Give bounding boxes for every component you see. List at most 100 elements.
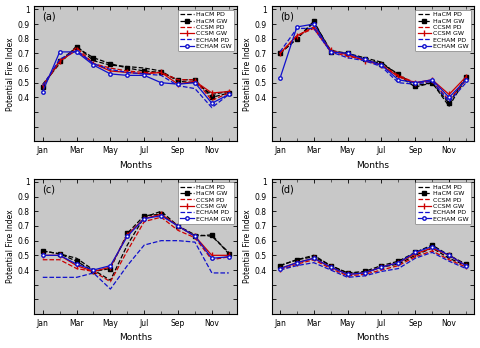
CCSM GW	[108, 69, 113, 73]
CCSM PD	[226, 91, 232, 95]
CCSM PD	[379, 63, 384, 67]
CCSM PD	[226, 255, 232, 259]
ECHAM GW	[209, 101, 215, 105]
ECHAM GW	[429, 244, 435, 248]
ECHAM PD	[74, 275, 80, 279]
ECHAM PD	[192, 87, 198, 91]
HaCM GW	[175, 78, 181, 82]
HaCM GW	[311, 19, 317, 23]
CCSM PD	[277, 268, 283, 272]
HaCM GW	[361, 57, 367, 61]
ECHAM PD	[57, 57, 62, 61]
ECHAM PD	[175, 84, 181, 88]
ECHAM GW	[175, 82, 181, 86]
Line: HaCM GW: HaCM GW	[278, 19, 468, 105]
CCSM PD	[446, 258, 452, 262]
Line: HaCM GW: HaCM GW	[41, 46, 230, 99]
CCSM PD	[57, 60, 62, 64]
HaCM GW	[57, 58, 62, 63]
Line: ECHAM PD: ECHAM PD	[43, 50, 229, 108]
Line: CCSM PD: CCSM PD	[280, 29, 466, 100]
HaCM GW	[345, 51, 350, 55]
HaCM PD	[40, 82, 46, 86]
CCSM GW	[429, 78, 435, 82]
HaCM PD	[361, 56, 367, 60]
HaCM PD	[209, 234, 215, 238]
CCSM PD	[108, 66, 113, 70]
HaCM PD	[108, 63, 113, 67]
CCSM GW	[192, 79, 198, 83]
Line: ECHAM GW: ECHAM GW	[278, 22, 468, 99]
HaCM PD	[328, 263, 334, 268]
Line: CCSM PD: CCSM PD	[280, 251, 466, 276]
ECHAM GW	[209, 256, 215, 260]
ECHAM PD	[311, 26, 317, 31]
CCSM PD	[192, 78, 198, 82]
ECHAM PD	[446, 259, 452, 263]
HaCM GW	[345, 271, 350, 275]
ECHAM PD	[175, 239, 181, 243]
HaCM GW	[40, 85, 46, 89]
HaCM GW	[311, 255, 317, 259]
Text: (b): (b)	[280, 12, 294, 22]
CCSM GW	[294, 34, 300, 38]
CCSM PD	[463, 78, 469, 82]
CCSM PD	[412, 81, 418, 85]
CCSM PD	[412, 255, 418, 259]
ECHAM GW	[108, 263, 113, 268]
ECHAM PD	[361, 274, 367, 278]
CCSM GW	[74, 48, 80, 53]
HaCM GW	[396, 259, 401, 263]
HaCM PD	[124, 243, 130, 247]
ECHAM GW	[226, 255, 232, 259]
CCSM GW	[91, 269, 96, 274]
HaCM GW	[277, 51, 283, 55]
HaCM PD	[226, 89, 232, 94]
CCSM GW	[158, 212, 164, 216]
HaCM PD	[311, 253, 317, 258]
HaCM GW	[175, 224, 181, 228]
HaCM GW	[158, 212, 164, 216]
HaCM GW	[328, 263, 334, 268]
Y-axis label: Potential Fire Index: Potential Fire Index	[243, 37, 252, 111]
Line: HaCM PD: HaCM PD	[43, 46, 229, 94]
CCSM PD	[192, 236, 198, 240]
HaCM PD	[446, 104, 452, 108]
HaCM PD	[379, 265, 384, 269]
ECHAM PD	[446, 100, 452, 104]
CCSM GW	[328, 48, 334, 53]
HaCM GW	[108, 62, 113, 66]
HaCM GW	[226, 252, 232, 256]
HaCM PD	[175, 79, 181, 83]
ECHAM GW	[345, 272, 350, 277]
ECHAM GW	[158, 214, 164, 218]
HaCM PD	[40, 249, 46, 253]
ECHAM GW	[446, 253, 452, 258]
HaCM PD	[294, 37, 300, 41]
ECHAM GW	[277, 76, 283, 80]
ECHAM GW	[74, 50, 80, 54]
HaCM GW	[91, 56, 96, 60]
CCSM GW	[446, 92, 452, 96]
HaCM PD	[91, 268, 96, 272]
ECHAM GW	[192, 234, 198, 238]
ECHAM GW	[463, 263, 469, 268]
ECHAM GW	[429, 78, 435, 82]
ECHAM GW	[192, 81, 198, 85]
CCSM GW	[209, 253, 215, 258]
ECHAM PD	[463, 267, 469, 271]
ECHAM PD	[294, 263, 300, 268]
ECHAM GW	[311, 256, 317, 260]
CCSM PD	[74, 267, 80, 271]
HaCM GW	[429, 243, 435, 247]
Y-axis label: Potential Fire Index: Potential Fire Index	[243, 210, 252, 283]
Legend: HaCM PD, HaCM GW, CCSM PD, CCSM GW, ECHAM PD, ECHAM GW: HaCM PD, HaCM GW, CCSM PD, CCSM GW, ECHA…	[178, 9, 234, 52]
CCSM GW	[311, 25, 317, 29]
ECHAM PD	[429, 250, 435, 254]
ECHAM GW	[74, 262, 80, 266]
CCSM GW	[345, 53, 350, 57]
CCSM PD	[311, 258, 317, 262]
ECHAM GW	[294, 261, 300, 265]
Line: ECHAM GW: ECHAM GW	[41, 214, 230, 272]
HaCM PD	[226, 250, 232, 254]
